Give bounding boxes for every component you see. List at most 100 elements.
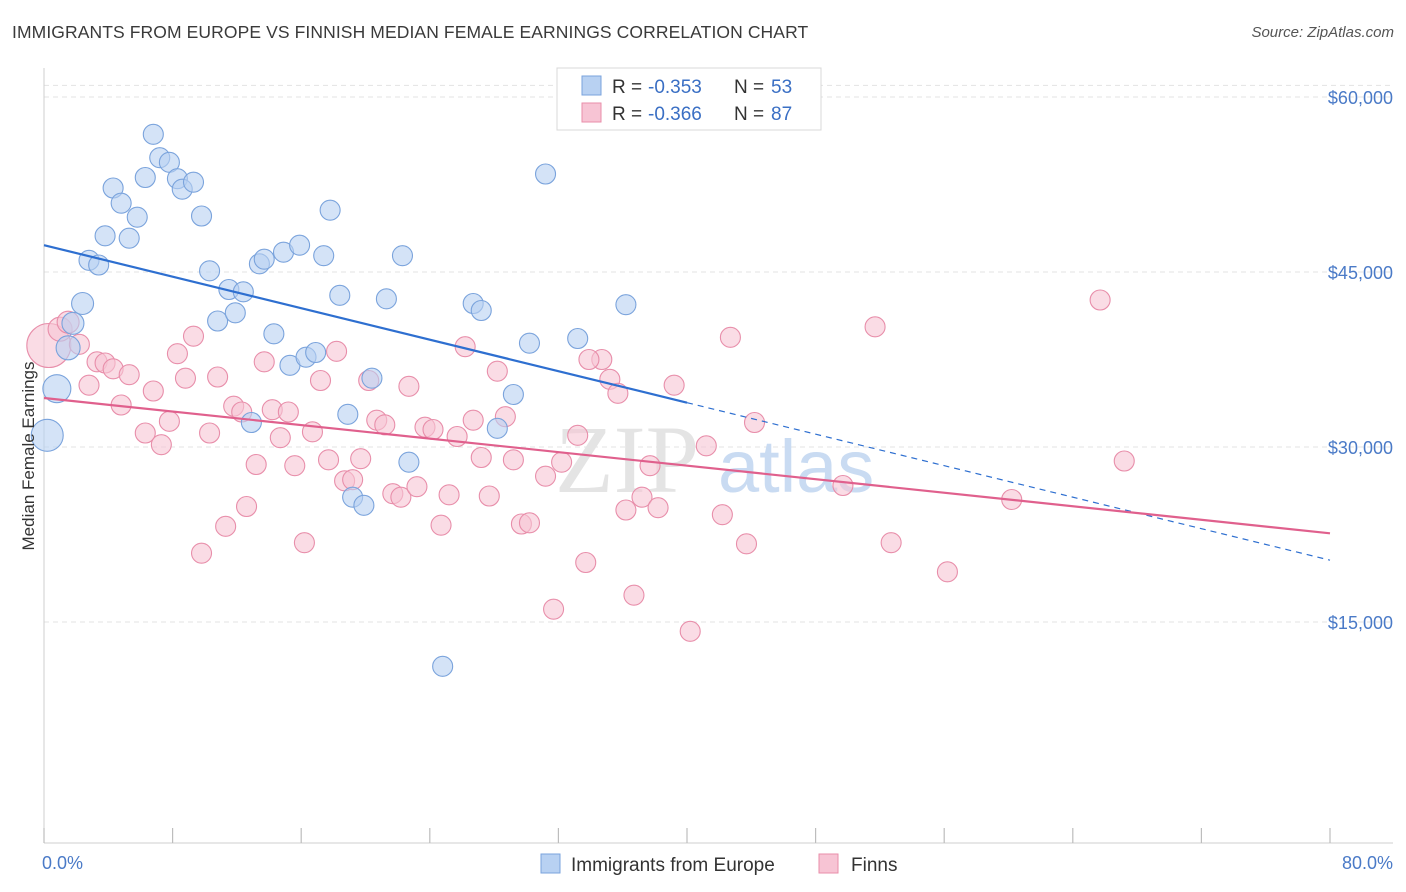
legend-r-value: -0.366 (648, 104, 702, 125)
immigrants-point (391, 245, 414, 267)
finns-point (639, 455, 661, 477)
finns-point (284, 455, 306, 477)
immigrants-point (207, 310, 229, 332)
axes (43, 68, 1393, 844)
finns-point (406, 476, 428, 498)
immigrants-point (253, 248, 275, 270)
finns-point (293, 532, 315, 554)
immigrants-points (30, 123, 637, 677)
legend-n-value: 87 (771, 104, 792, 125)
immigrants-point (398, 451, 420, 473)
finns-point (502, 449, 524, 471)
legend-label-finns: Finns (851, 855, 897, 876)
finns-point (1089, 289, 1111, 311)
y-axis-label: Median Female Earnings (19, 362, 38, 551)
immigrants-point (432, 655, 454, 677)
immigrants-point (110, 192, 132, 214)
finns-point (235, 495, 258, 518)
finns-point (207, 366, 229, 388)
finns-point (936, 561, 958, 583)
finns-point (118, 364, 140, 386)
legend-r-value: -0.353 (648, 77, 702, 98)
finns-point (438, 484, 460, 506)
finns-point (78, 374, 100, 396)
finns-point (631, 486, 653, 508)
immigrants-point (182, 171, 205, 193)
legend-label-immigrants: Immigrants from Europe (571, 855, 775, 876)
finns-point (534, 465, 557, 487)
immigrants-point (615, 294, 637, 316)
finns-point (215, 515, 237, 537)
y-tick-label: $15,000 (1328, 613, 1393, 633)
legend-swatch-immigrants (540, 853, 561, 874)
immigrants-point (361, 367, 383, 389)
legend-n-label: N = (734, 104, 764, 125)
finns-point (623, 584, 645, 606)
x-tick-right: 80.0% (1342, 853, 1393, 873)
finns-point (245, 453, 267, 476)
finns-point (182, 325, 205, 347)
finns-point (158, 410, 180, 432)
finns-point (350, 448, 372, 470)
finns-point (864, 316, 886, 338)
finns-point (150, 434, 172, 456)
immigrants-point (502, 383, 524, 406)
immigrants-point (126, 206, 148, 228)
legend-n-value: 53 (771, 77, 792, 98)
finns-point (446, 425, 468, 448)
finns-point (174, 367, 197, 389)
finns-point (543, 598, 565, 620)
immigrants-point (567, 327, 589, 350)
finns-point (719, 326, 741, 348)
finns-point (615, 499, 637, 521)
watermark-atlas: atlas (718, 425, 874, 508)
finns-point (679, 620, 701, 642)
finns-point (199, 422, 221, 444)
finns-point (578, 348, 600, 371)
immigrants-point (313, 245, 335, 267)
finns-point (575, 551, 597, 574)
finns-point (647, 497, 669, 519)
immigrants-point (353, 494, 375, 516)
trend-lines (43, 244, 1331, 561)
finns-point (735, 533, 758, 555)
immigrants-point (118, 227, 140, 249)
finns-points (26, 289, 1135, 642)
finns-point (567, 424, 589, 446)
finns-point (309, 369, 332, 392)
immigrants-point (134, 166, 156, 189)
finns-point (832, 474, 854, 497)
finns-point (326, 340, 348, 362)
legend-n-label: N = (734, 77, 764, 98)
immigrants-point (190, 205, 213, 227)
immigrants-point (319, 199, 341, 221)
y-tick-label: $45,000 (1328, 263, 1393, 283)
finns-point (695, 435, 717, 457)
y-tick-label: $60,000 (1328, 88, 1393, 108)
finns-point (422, 418, 444, 441)
immigrants-point (289, 234, 311, 256)
finns-point (663, 374, 685, 396)
finns-point (470, 446, 492, 469)
finns-point (166, 343, 188, 365)
immigrants-point (518, 332, 541, 354)
immigrants-point (224, 302, 246, 324)
immigrants-point (375, 288, 397, 310)
legend-r-label: R = (612, 104, 642, 125)
immigrants-point (71, 291, 95, 316)
immigrants-point (142, 123, 164, 145)
finns-point (142, 380, 164, 402)
immigrants-point (470, 299, 492, 322)
finns-point (1113, 450, 1135, 472)
immigrants-point (30, 418, 64, 452)
finns-trend-line (43, 396, 1331, 535)
chart-title: IMMIGRANTS FROM EUROPE VS FINNISH MEDIAN… (12, 22, 809, 42)
legend-r-label: R = (612, 77, 642, 98)
finns-point (390, 486, 412, 508)
finns-point (190, 542, 213, 564)
immigrants-trend-extension (686, 402, 1331, 561)
finns-point (880, 532, 902, 554)
watermark: ZIP atlas (555, 406, 874, 513)
finns-point (743, 411, 766, 434)
